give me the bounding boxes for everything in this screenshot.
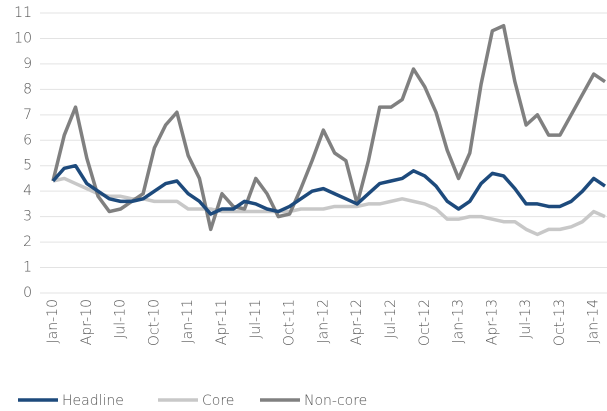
legend-label: Core — [202, 393, 234, 409]
y-tick-label: 0 — [23, 285, 32, 301]
x-tick-label: Oct-12 — [417, 299, 433, 346]
y-tick-label: 5 — [23, 158, 32, 174]
x-tick-label: Oct-11 — [282, 299, 298, 346]
x-tick-label: Oct-10 — [146, 299, 162, 346]
y-tick-label: 8 — [23, 81, 32, 97]
x-tick-label: Jul-13 — [518, 299, 534, 339]
y-tick-label: 7 — [23, 107, 32, 123]
x-tick-label: Apr-12 — [349, 299, 365, 345]
y-tick-label: 3 — [23, 209, 32, 225]
y-tick-label: 2 — [23, 234, 32, 250]
x-tick-label: Jul-12 — [383, 299, 399, 339]
series-line — [51, 163, 606, 216]
x-tick-label: Apr-11 — [214, 299, 230, 345]
x-tick-label: Jul-11 — [248, 299, 264, 339]
legend-label: Headline — [62, 393, 124, 409]
x-tick-label: Jan-13 — [451, 299, 467, 343]
series-line — [52, 176, 606, 237]
y-tick-label: 10 — [14, 30, 32, 46]
x-tick-label: Apr-13 — [484, 299, 500, 345]
y-tick-label: 6 — [23, 132, 32, 148]
y-tick-label: 1 — [23, 260, 32, 276]
y-tick-label: 11 — [14, 5, 32, 21]
x-tick-label: Jan-14 — [586, 299, 602, 343]
y-tick-label: 9 — [23, 56, 32, 72]
legend-label: Non-core — [304, 393, 367, 409]
series-line — [51, 23, 606, 232]
x-tick-label: Apr-10 — [79, 299, 95, 345]
x-tick-label: Jan-10 — [45, 299, 61, 343]
x-tick-label: Jan-12 — [315, 299, 331, 343]
x-tick-label: Jul-10 — [113, 299, 129, 339]
x-tick-label: Oct-13 — [552, 299, 568, 346]
x-tick-label: Jan-11 — [180, 299, 196, 343]
y-tick-label: 4 — [23, 183, 32, 199]
